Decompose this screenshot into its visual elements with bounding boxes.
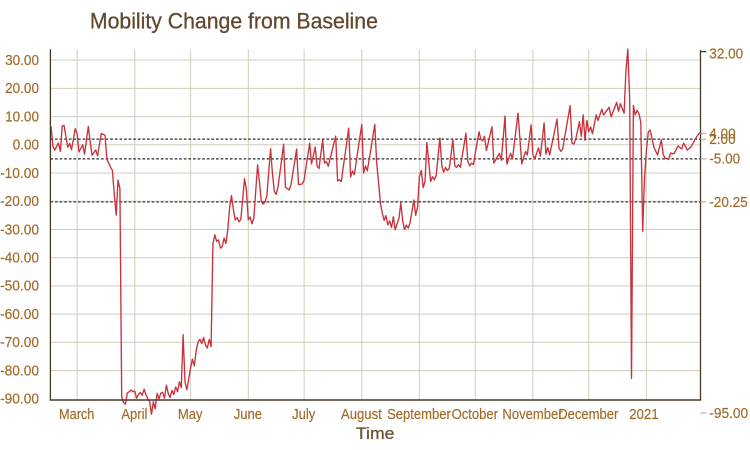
svg-text:-20.00: -20.00 [0, 194, 39, 210]
svg-text:June: June [234, 407, 262, 423]
svg-text:-40.00: -40.00 [0, 251, 39, 267]
svg-text:July: July [292, 407, 316, 423]
svg-text:20.00: 20.00 [5, 81, 39, 97]
svg-text:October: October [452, 407, 499, 423]
svg-text:0.00: 0.00 [13, 138, 39, 154]
svg-text:-5.00: -5.00 [709, 152, 740, 168]
svg-text:September: September [387, 407, 451, 423]
svg-text:-90.00: -90.00 [0, 392, 39, 408]
svg-text:2021: 2021 [629, 407, 659, 423]
svg-text:32.00: 32.00 [709, 47, 743, 63]
svg-text:-80.00: -80.00 [0, 363, 39, 379]
svg-text:-95.00: -95.00 [709, 406, 748, 422]
svg-text:November: November [502, 407, 562, 423]
svg-text:-20.25: -20.25 [709, 195, 747, 211]
svg-text:2.00: 2.00 [709, 132, 735, 148]
svg-text:August: August [341, 407, 382, 423]
svg-text:March: March [59, 407, 94, 423]
svg-text:May: May [178, 407, 203, 423]
svg-text:30.00: 30.00 [5, 53, 39, 69]
svg-text:December: December [558, 407, 618, 423]
svg-text:10.00: 10.00 [5, 109, 39, 125]
svg-text:4.00: 4.00 [709, 126, 735, 142]
svg-text:Time: Time [356, 425, 395, 443]
svg-text:-30.00: -30.00 [0, 222, 39, 238]
svg-text:-10.00: -10.00 [0, 166, 39, 182]
svg-text:-70.00: -70.00 [0, 335, 39, 351]
svg-text:-50.00: -50.00 [0, 279, 39, 295]
svg-text:-60.00: -60.00 [0, 307, 39, 323]
svg-text:April: April [121, 407, 147, 423]
svg-text:Mobility Change from Baseline: Mobility Change from Baseline [90, 9, 378, 34]
